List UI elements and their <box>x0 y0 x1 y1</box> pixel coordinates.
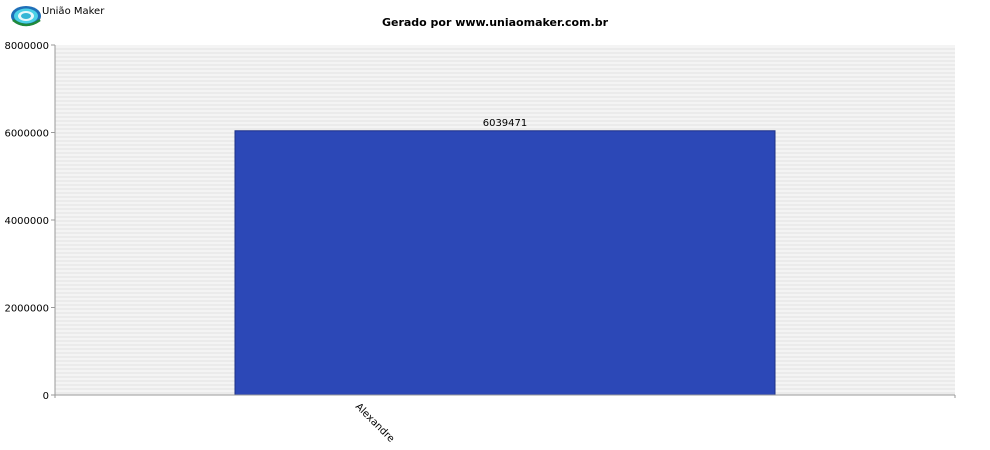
y-tick-label: 8000000 <box>4 41 49 52</box>
x-tick-label: Alexandre <box>353 401 396 444</box>
y-tick-label: 6000000 <box>4 129 49 140</box>
uniao-maker-logo-icon <box>11 6 41 27</box>
logo <box>10 4 130 28</box>
logo-text: União Maker <box>42 6 105 17</box>
chart-title: Gerado por www.uniaomaker.com.br <box>381 16 609 29</box>
data-label: 6039471 <box>483 118 528 129</box>
bar <box>234 130 776 396</box>
bars <box>234 130 776 396</box>
y-tick-label: 4000000 <box>4 216 49 227</box>
y-tick-label: 0 <box>43 391 49 402</box>
y-tick-label: 2000000 <box>4 304 49 315</box>
axes <box>51 44 956 398</box>
